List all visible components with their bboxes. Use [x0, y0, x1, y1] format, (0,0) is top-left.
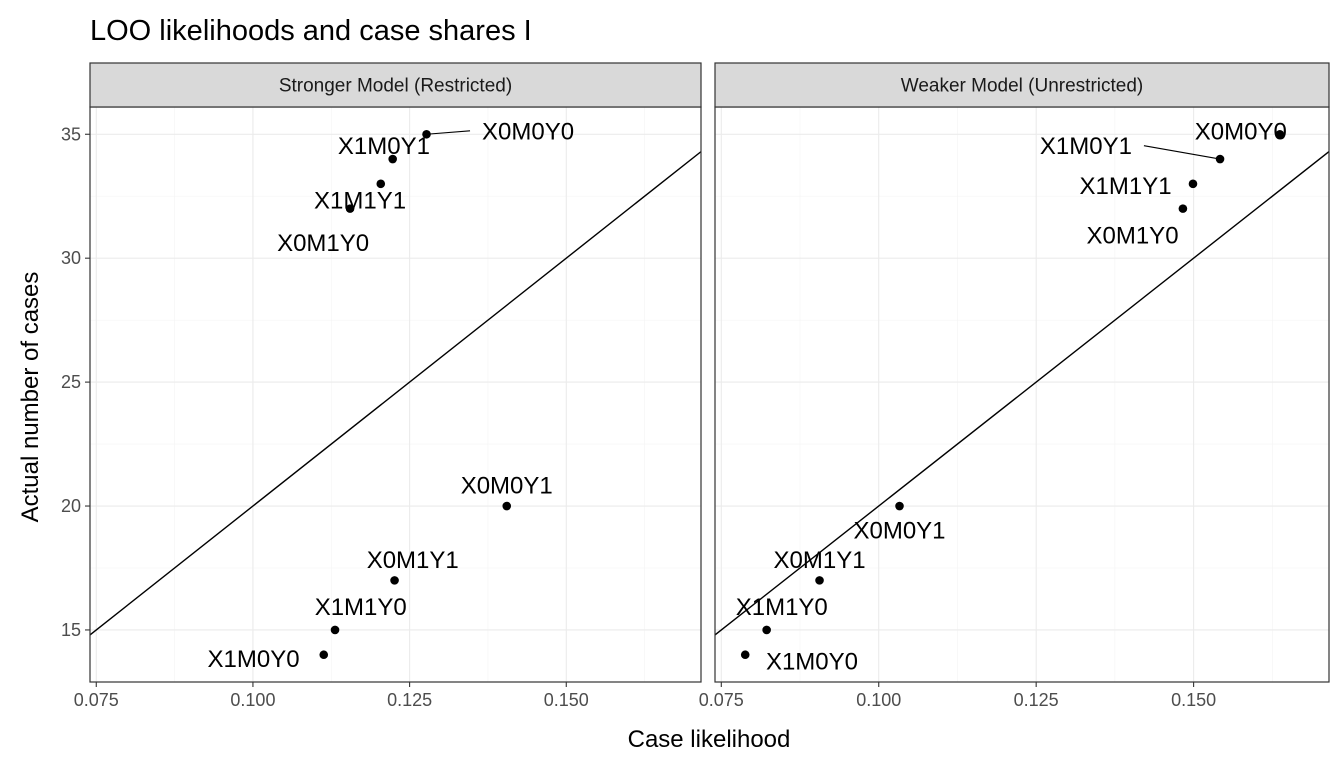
chart-title: LOO likelihoods and case shares I — [90, 15, 532, 47]
point-label: X1M0Y1 — [338, 133, 430, 160]
point-label: X0M1Y1 — [774, 547, 866, 574]
point-label: X1M1Y1 — [1080, 173, 1172, 200]
point-label: X1M0Y1 — [1040, 133, 1132, 160]
data-point — [376, 179, 386, 189]
reference-line — [90, 151, 701, 636]
x-axis-title: Case likelihood — [628, 726, 791, 753]
point-label: X1M1Y1 — [314, 188, 406, 215]
point-label: X0M1Y0 — [277, 230, 369, 257]
data-point — [762, 625, 771, 635]
data-point — [1215, 154, 1225, 164]
panel-1: X0M0Y0 X1M0Y1 X1M1Y1 X0M1Y0 X0M0Y1 X0M1Y1 X1M1… — [61, 62, 702, 710]
x-tick-label: 0.100 — [856, 690, 901, 710]
y-axis-title: Actual number of cases — [17, 272, 44, 523]
facet-strip — [89, 62, 702, 108]
data-point — [345, 204, 355, 213]
data-point — [740, 650, 750, 660]
data-point — [330, 625, 340, 635]
x-tick-label: 0.150 — [1171, 690, 1216, 710]
point-label: X0M1Y0 — [1086, 222, 1178, 249]
facet-strip — [714, 62, 1330, 108]
label-leader-line — [1143, 145, 1221, 160]
point-label: X1M1Y0 — [315, 594, 407, 621]
x-tick-label: 0.075 — [699, 690, 744, 710]
data-point — [390, 576, 399, 585]
data-point — [502, 501, 512, 511]
data-point — [422, 129, 431, 139]
data-point — [388, 154, 397, 164]
point-label: X0M0Y1 — [853, 517, 945, 544]
y-tick-label: 15 — [61, 620, 81, 640]
data-point — [319, 650, 329, 660]
y-tick-label: 20 — [61, 496, 81, 516]
data-point — [1275, 129, 1285, 139]
label-leader-line — [426, 130, 471, 135]
point-label: X1M0Y0 — [208, 646, 300, 673]
facet-strip-label: Weaker Model (Unrestricted) — [901, 76, 1144, 97]
point-label: X0M0Y0 — [482, 118, 574, 145]
point-label: X1M1Y0 — [736, 594, 828, 621]
x-tick-label: 0.150 — [544, 690, 589, 710]
x-tick-label: 0.100 — [230, 690, 275, 710]
y-tick-label: 25 — [61, 372, 81, 392]
data-point — [895, 501, 904, 511]
y-tick-label: 30 — [61, 248, 81, 268]
x-tick-label: 0.125 — [387, 690, 432, 710]
x-tick-label: 0.125 — [1014, 690, 1059, 710]
point-label: X0M0Y1 — [461, 473, 553, 500]
panel-2: X0M0Y0 X1M0Y1 X1M1Y1 X0M1Y0 X0M0Y1 X0M1Y1 X1M1… — [699, 62, 1330, 710]
data-point — [815, 576, 824, 585]
panels-group: X0M0Y0 X1M0Y1 X1M1Y1 X0M1Y0 X0M0Y1 X0M1Y1 X1M1… — [61, 62, 1330, 710]
panel-background — [715, 107, 1329, 682]
point-label: X1M0Y0 — [766, 649, 858, 676]
point-label: X0M0Y0 — [1195, 118, 1287, 145]
reference-line — [715, 151, 1329, 636]
point-label: X0M1Y1 — [367, 547, 459, 574]
x-tick-label: 0.075 — [74, 690, 119, 710]
y-tick-label: 35 — [61, 124, 81, 144]
data-point — [1178, 204, 1188, 213]
panel-background — [90, 107, 701, 682]
facet-strip-label: Stronger Model (Restricted) — [279, 76, 512, 97]
data-point — [1188, 179, 1198, 189]
